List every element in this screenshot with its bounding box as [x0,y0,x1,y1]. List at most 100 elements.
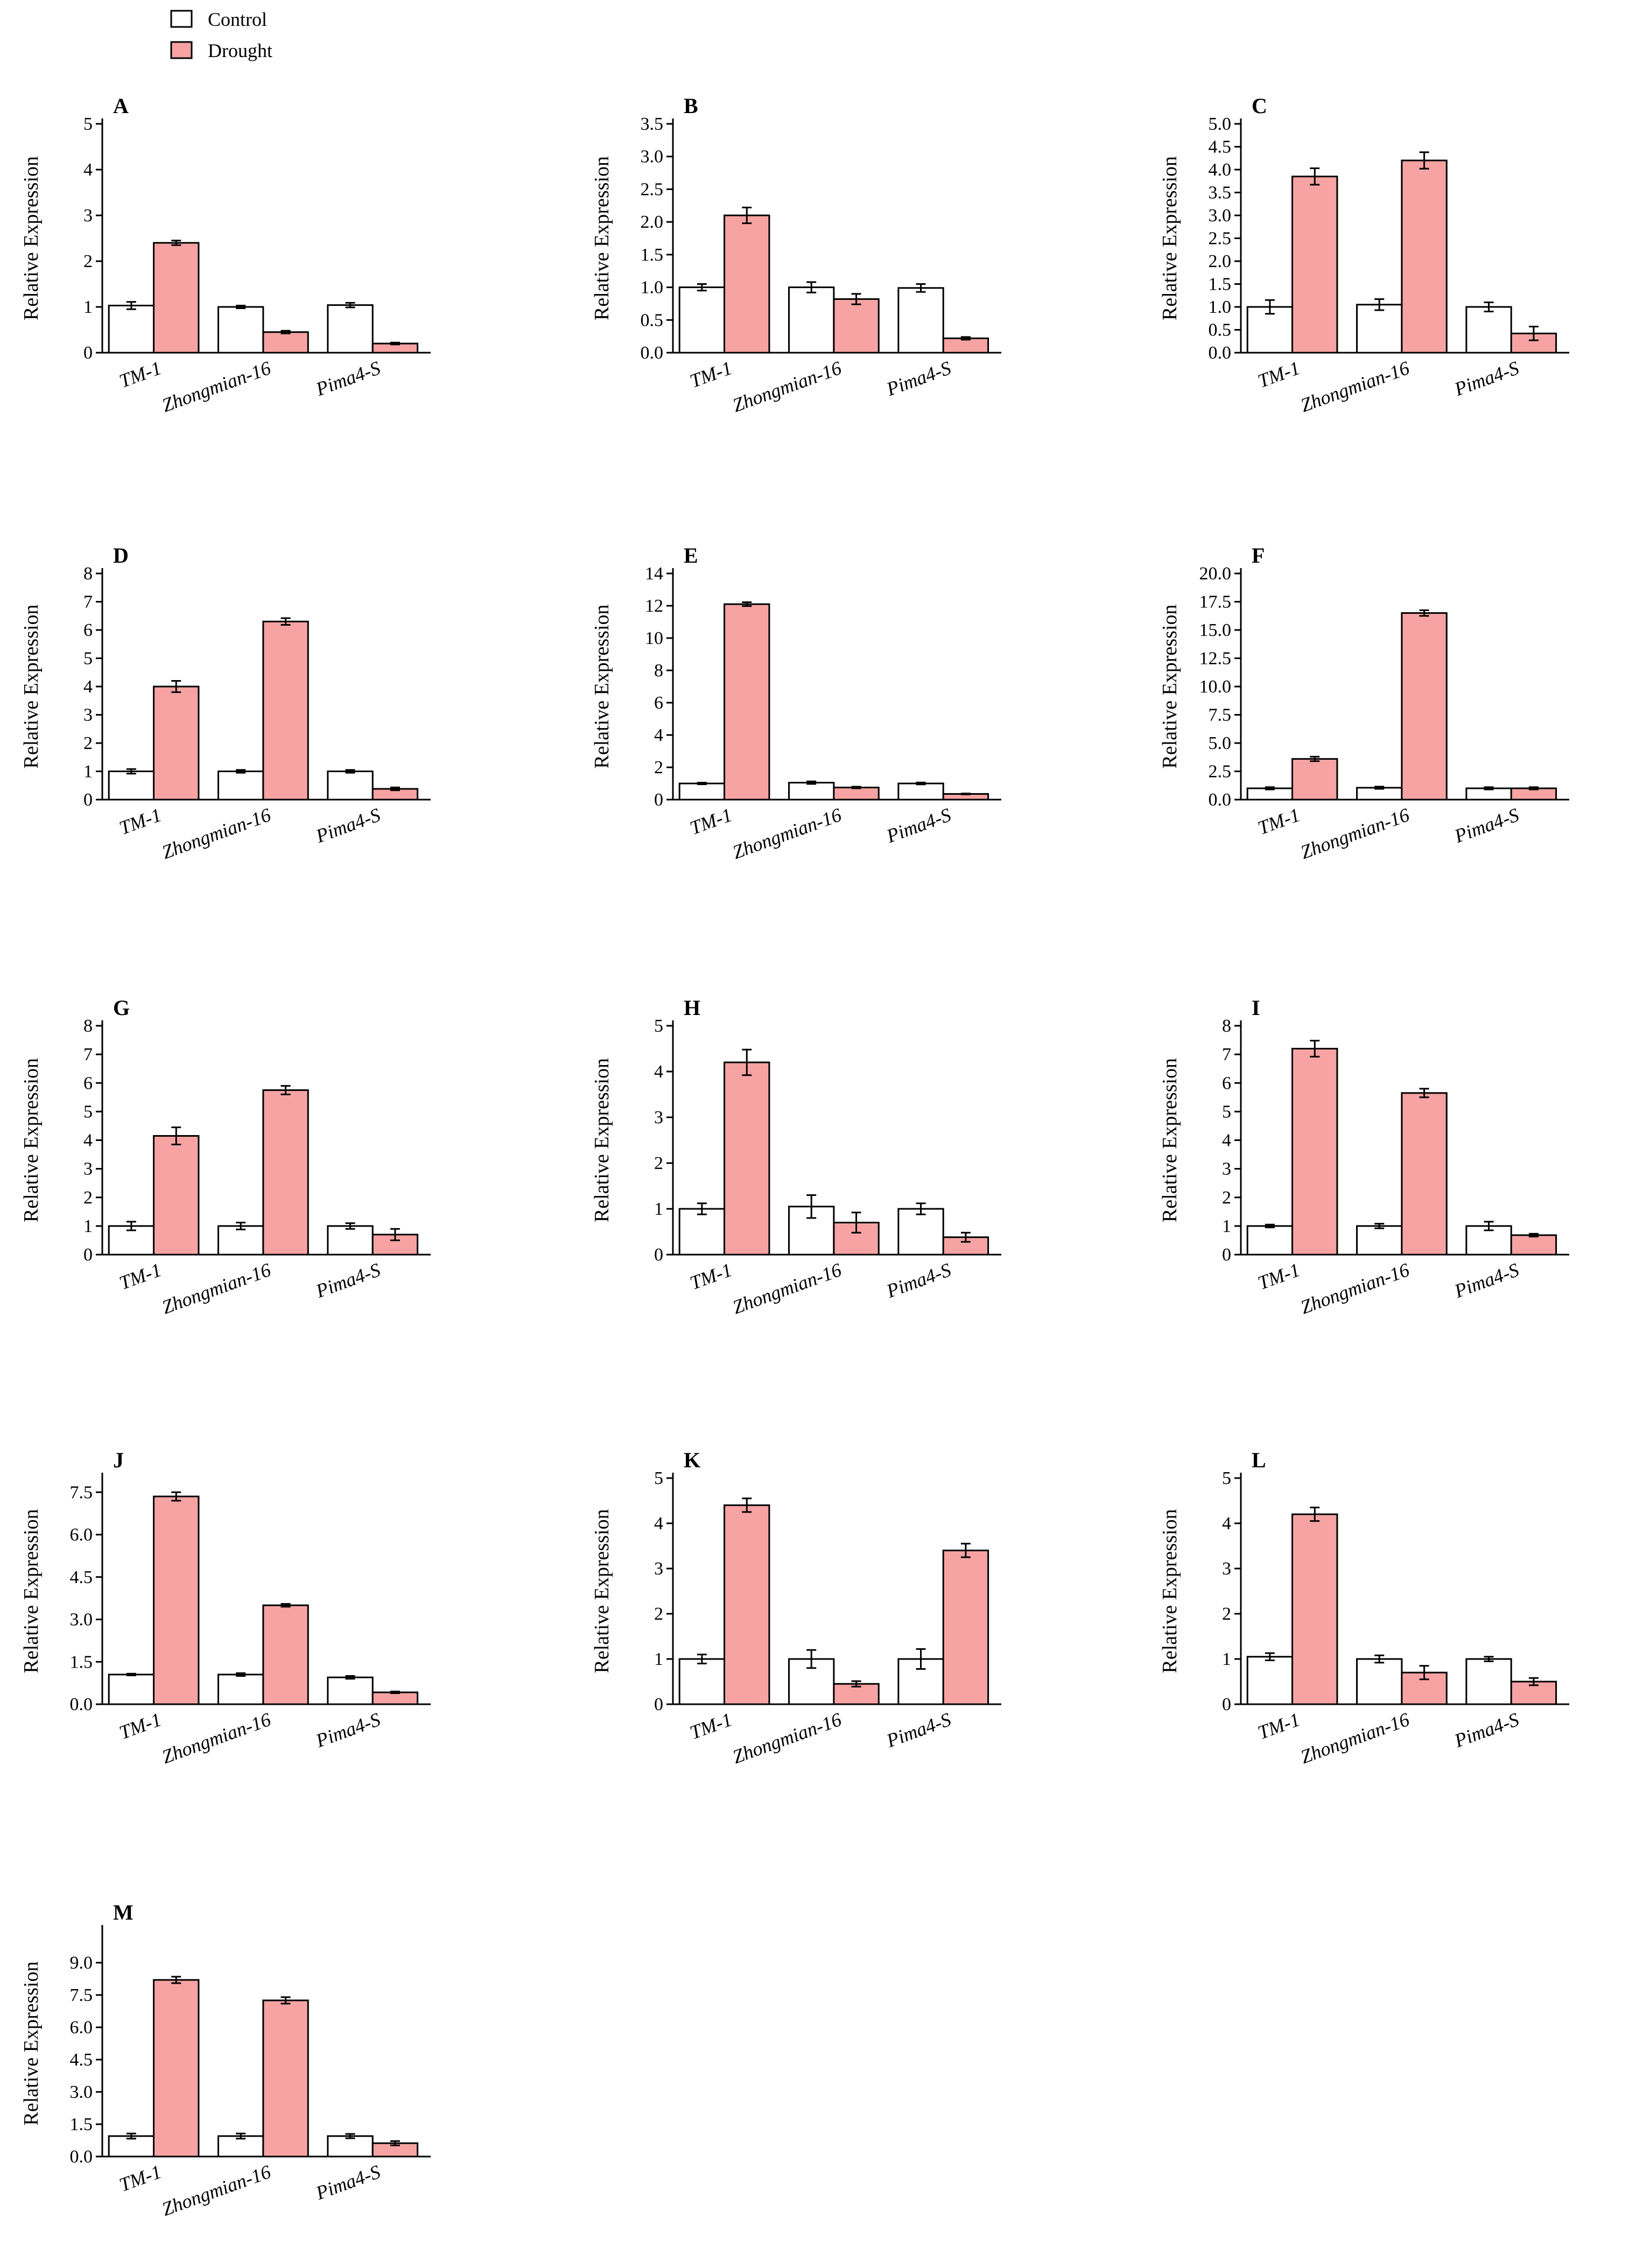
bar-drought-zhongmian-16 [1401,1092,1448,1256]
y-tick-label: 4 [654,725,663,745]
x-tick-label: Zhongmian-16 [729,1259,844,1318]
y-tick-label: 2 [654,1153,663,1173]
y-tick-label: 4 [1222,1514,1231,1534]
bar-control-tm-1 [678,1208,726,1256]
x-tick-label: Pima4-S [313,2161,383,2204]
y-tick-label: 3.0 [70,1610,93,1630]
x-tick-label: TM-1 [687,1259,735,1294]
panel-letter: G [113,996,130,1020]
bar-drought-pima4-s [1510,1234,1557,1256]
bar-control-zhongmian-16 [1356,1658,1403,1705]
bar-drought-zhongmian-16 [833,298,880,354]
x-tick-label: Pima4-S [313,1709,383,1752]
bar-control-pima4-s [327,1225,374,1256]
bar-drought-tm-1 [1291,1513,1338,1705]
bar-control-pima4-s [327,2135,374,2158]
y-tick-label: 2 [83,1188,93,1208]
panel-letter: F [1252,543,1265,568]
y-tick-label: 0 [654,1245,663,1265]
legend-label-drought: Drought [208,40,272,61]
y-tick-label: 1 [83,1216,93,1236]
bar-drought-tm-1 [724,214,770,354]
bar-drought-tm-1 [724,603,770,801]
y-tick-label: 3.0 [641,147,664,167]
bar-drought-tm-1 [153,1495,200,1705]
y-tick-label: 4.5 [70,2050,93,2070]
panel-letter: E [684,543,698,568]
y-tick-label: 0 [83,790,93,810]
bar-control-tm-1 [678,1658,726,1705]
bar-drought-tm-1 [1291,176,1338,354]
x-tick-label: Pima4-S [883,1259,954,1302]
x-tick-label: TM-1 [687,357,735,392]
y-tick-label: 1.5 [70,1652,93,1672]
y-tick-label: 1 [83,762,93,782]
y-tick-label: 14 [645,564,663,584]
bar-drought-zhongmian-16 [262,620,309,801]
x-tick-label: TM-1 [1255,357,1303,392]
y-tick-label: 3 [83,1159,93,1179]
y-tick-label: 8 [83,564,93,584]
x-tick-label: Pima4-S [1451,1259,1522,1302]
x-tick-label: Zhongmian-16 [159,2161,273,2220]
y-tick-label: 4 [83,160,93,180]
bar-control-tm-1 [1246,1656,1294,1705]
y-tick-label: 3.0 [70,2082,93,2102]
panel-letter: H [684,996,700,1020]
y-tick-label: 2.5 [1209,229,1232,249]
y-tick-label: 10 [645,628,663,648]
y-axis-label: Relative Expression [591,605,613,769]
x-tick-label: Pima4-S [313,1259,383,1302]
y-tick-label: 9.0 [70,1953,93,1973]
y-tick-label: 12 [645,596,663,616]
x-tick-label: TM-1 [116,2161,164,2196]
y-tick-label: 6.0 [70,1525,93,1545]
chart-panel-d: D Relative Expression 0 1 2 3 4 5 6 7 8 TM-1Zhongmi… [20,543,431,863]
y-axis-label: Relative Expression [591,156,613,320]
y-tick-label: 3 [654,1108,663,1128]
y-tick-label: 4.5 [70,1567,93,1587]
panel-letter: A [113,94,129,118]
y-tick-label: 4 [654,1514,663,1534]
y-tick-label: 7 [83,1045,93,1065]
y-tick-label: 3 [83,206,93,226]
x-tick-label: TM-1 [1255,1709,1303,1744]
x-tick-label: Pima4-S [313,804,383,847]
x-tick-label: TM-1 [116,1259,164,1294]
x-tick-label: TM-1 [687,804,735,839]
bar-control-pima4-s [327,1676,374,1705]
bar-drought-pima4-s [942,337,989,354]
chart-panel-g: G Relative Expression 0 1 2 3 4 5 6 7 8 TM-1Zhongmi… [20,996,431,1318]
panel-letter: M [113,1900,134,1924]
bar-control-pima4-s [327,304,374,354]
y-tick-label: 5 [83,649,93,669]
bar-drought-tm-1 [1291,1048,1338,1256]
panel-letter: I [1252,996,1260,1020]
y-tick-label: 6 [83,620,93,640]
y-tick-label: 2.5 [1209,762,1232,782]
x-tick-label: Pima4-S [1451,1709,1522,1752]
y-tick-label: 3 [83,705,93,725]
x-tick-label: Pima4-S [1451,357,1522,400]
bar-control-tm-1 [108,1674,155,1705]
y-tick-label: 0.5 [641,310,664,330]
bar-drought-zhongmian-16 [262,1604,309,1705]
chart-panel-i: I Relative Expression 0 1 2 3 4 5 6 7 8 TM-1Zhongmi… [1158,996,1569,1318]
y-tick-label: 3.5 [1209,183,1232,203]
y-tick-label: 5 [83,114,93,134]
y-tick-label: 2 [654,758,663,778]
chart-panel-k: K Relative Expression 0 1 2 3 4 5 TM-1Zhongmian-… [591,1448,1001,1768]
chart-panel-a: A Relative Expression 0 1 2 3 4 5 TM-1Zhongmian-… [20,94,431,416]
bar-drought-tm-1 [153,1135,200,1256]
bar-control-tm-1 [108,771,155,801]
x-tick-label: Zhongmian-16 [729,357,844,416]
y-tick-label: 3 [654,1559,663,1579]
bar-control-pima4-s [1465,306,1512,354]
bar-drought-zhongmian-16 [262,1999,309,2158]
legend: Control Drought [170,9,272,61]
bar-control-tm-1 [1246,1225,1294,1256]
x-tick-label: Pima4-S [1451,804,1522,847]
bar-drought-tm-1 [153,1979,200,2158]
x-tick-label: TM-1 [116,1709,164,1744]
